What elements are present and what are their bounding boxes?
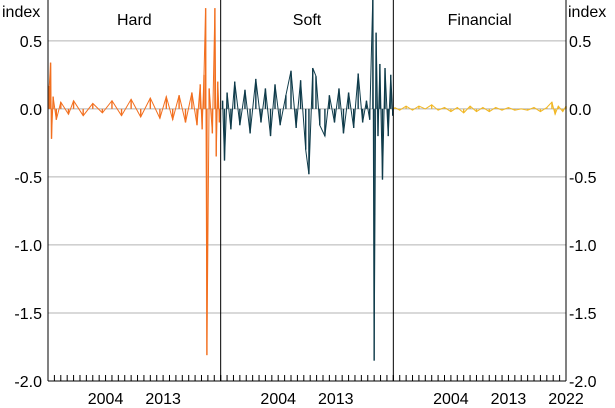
y-tick-label-right: 0.5 — [569, 34, 591, 51]
panel-title: Soft — [293, 12, 322, 29]
y-tick-label-left: -0.5 — [14, 170, 42, 187]
series-line-hard — [48, 8, 220, 356]
y-tick-label-right: -2.0 — [569, 374, 597, 391]
panel-title: Financial — [448, 12, 512, 29]
x-tick-label: 2013 — [145, 391, 181, 408]
right-unit-label: index — [568, 4, 606, 21]
x-tick-label: 2013 — [318, 391, 354, 408]
y-tick-label-left: -1.5 — [14, 306, 42, 323]
labels-layer: index index 0.5 0.5 0.0 0.0 -0.5 -0.5 -1.0 -1.0… — [2, 4, 606, 408]
y-tick-label-left: 0.0 — [20, 102, 42, 119]
left-unit-label: index — [2, 4, 40, 21]
series-line-soft — [222, 0, 394, 361]
y-tick-label-left: -1.0 — [14, 238, 42, 255]
x-tick-label: 2004 — [260, 391, 296, 408]
x-tick-label: 2013 — [491, 391, 527, 408]
x-tick-label: 2004 — [88, 391, 124, 408]
y-tick-label-right: -1.5 — [569, 306, 597, 323]
y-tick-label-right: -0.5 — [569, 170, 597, 187]
y-tick-label-right: -1.0 — [569, 238, 597, 255]
series-layer — [48, 0, 567, 361]
axes-layer — [47, 0, 567, 382]
x-tick-label: 2022 — [548, 391, 584, 408]
panel-title: Hard — [117, 12, 152, 29]
y-tick-label-left: -2.0 — [14, 374, 42, 391]
series-line-financial — [394, 101, 567, 116]
y-tick-label-right: 0.0 — [569, 102, 591, 119]
y-tick-label-left: 0.5 — [20, 34, 42, 51]
grid-layer — [48, 40, 566, 314]
x-tick-label: 2004 — [433, 391, 469, 408]
